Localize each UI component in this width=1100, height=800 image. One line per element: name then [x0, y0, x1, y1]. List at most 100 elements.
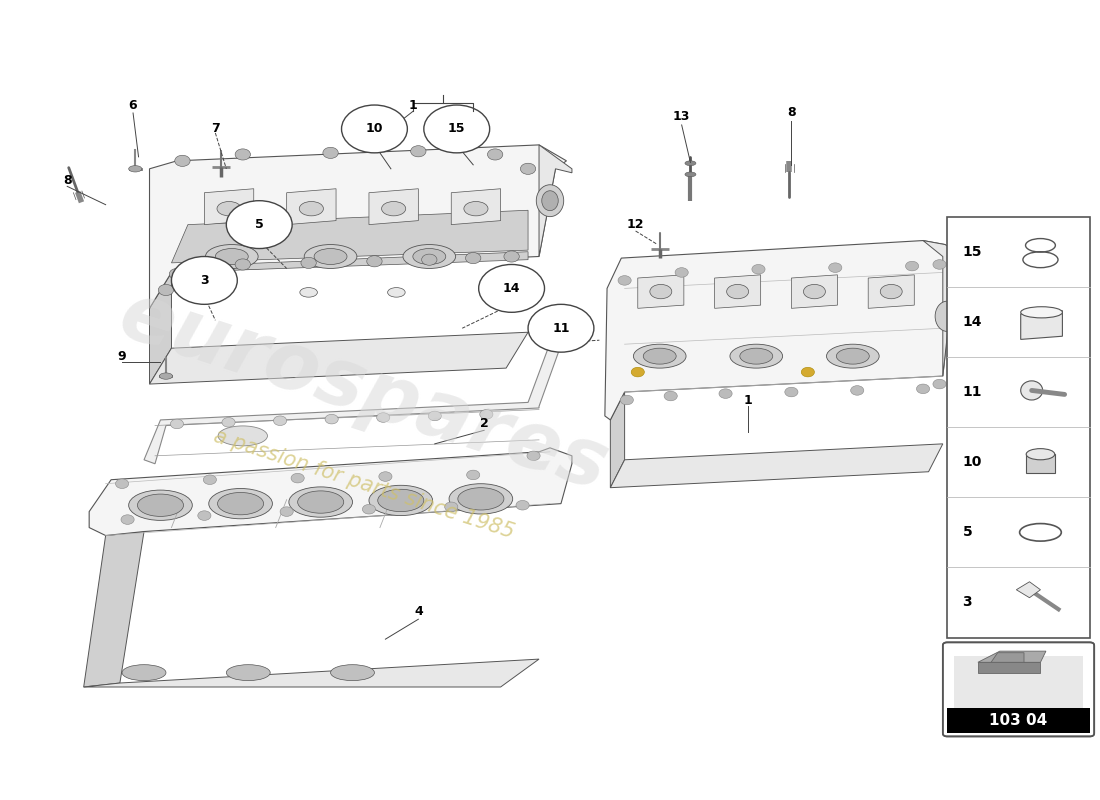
Ellipse shape: [217, 202, 241, 216]
Text: 11: 11: [962, 385, 982, 399]
Polygon shape: [610, 444, 943, 488]
Polygon shape: [89, 448, 572, 535]
Ellipse shape: [458, 488, 504, 510]
FancyBboxPatch shape: [943, 642, 1094, 737]
Ellipse shape: [206, 245, 258, 269]
Text: 5: 5: [962, 526, 972, 539]
Polygon shape: [1021, 310, 1063, 339]
Text: 103 04: 103 04: [989, 713, 1047, 728]
Ellipse shape: [315, 249, 346, 265]
Text: 12: 12: [627, 218, 645, 231]
Text: 5: 5: [255, 218, 264, 231]
Circle shape: [504, 251, 519, 262]
Circle shape: [376, 413, 389, 422]
Text: 14: 14: [503, 282, 520, 295]
Ellipse shape: [331, 665, 374, 681]
Ellipse shape: [299, 202, 323, 216]
Text: 8: 8: [63, 174, 72, 187]
Ellipse shape: [826, 344, 879, 368]
Polygon shape: [978, 662, 1041, 674]
Text: 14: 14: [962, 315, 982, 329]
Text: a passion for parts since 1985: a passion for parts since 1985: [210, 426, 516, 542]
Text: 10: 10: [962, 455, 982, 469]
Polygon shape: [172, 210, 528, 263]
Ellipse shape: [129, 166, 142, 172]
Ellipse shape: [289, 487, 352, 517]
Circle shape: [172, 257, 238, 304]
Ellipse shape: [218, 426, 267, 446]
Circle shape: [480, 410, 493, 419]
Ellipse shape: [880, 285, 902, 298]
Circle shape: [323, 147, 338, 158]
Ellipse shape: [449, 484, 513, 514]
Circle shape: [905, 262, 918, 271]
Ellipse shape: [209, 489, 273, 518]
Ellipse shape: [537, 185, 563, 217]
Circle shape: [618, 276, 631, 285]
Ellipse shape: [1026, 449, 1055, 460]
Polygon shape: [923, 241, 965, 376]
Circle shape: [520, 163, 536, 174]
Circle shape: [528, 304, 594, 352]
Circle shape: [466, 470, 480, 480]
Polygon shape: [205, 189, 254, 225]
Ellipse shape: [803, 285, 825, 298]
Circle shape: [801, 367, 814, 377]
Circle shape: [175, 155, 190, 166]
Circle shape: [301, 258, 317, 269]
Text: 13: 13: [673, 110, 691, 123]
Circle shape: [428, 411, 441, 421]
Circle shape: [933, 260, 946, 270]
Circle shape: [198, 511, 211, 520]
Circle shape: [366, 256, 382, 267]
Circle shape: [204, 475, 217, 485]
Ellipse shape: [122, 665, 166, 681]
Circle shape: [235, 149, 251, 160]
Circle shape: [341, 105, 407, 153]
Polygon shape: [610, 392, 625, 488]
Polygon shape: [638, 275, 684, 308]
Circle shape: [326, 414, 338, 424]
Circle shape: [280, 507, 294, 516]
Text: eurospares: eurospares: [109, 276, 617, 508]
Ellipse shape: [634, 344, 686, 368]
Circle shape: [916, 384, 930, 394]
Circle shape: [487, 149, 503, 160]
Ellipse shape: [1021, 381, 1043, 400]
Circle shape: [527, 451, 540, 461]
Ellipse shape: [644, 348, 676, 364]
Circle shape: [362, 505, 375, 514]
Polygon shape: [605, 241, 956, 420]
Ellipse shape: [1021, 306, 1063, 318]
Ellipse shape: [305, 245, 356, 269]
Circle shape: [675, 268, 689, 278]
Polygon shape: [978, 651, 1046, 662]
Polygon shape: [868, 275, 914, 308]
Text: 10: 10: [365, 122, 383, 135]
Text: 1: 1: [408, 98, 417, 111]
Circle shape: [620, 395, 634, 405]
Text: 8: 8: [788, 106, 795, 119]
Polygon shape: [150, 145, 566, 308]
Polygon shape: [991, 653, 1024, 662]
Ellipse shape: [368, 486, 432, 515]
Polygon shape: [287, 189, 336, 225]
Ellipse shape: [218, 493, 264, 515]
Circle shape: [170, 419, 184, 429]
Circle shape: [933, 379, 946, 389]
Polygon shape: [451, 189, 501, 225]
Bar: [954, 656, 1084, 708]
Circle shape: [421, 254, 437, 266]
Circle shape: [631, 367, 645, 377]
Circle shape: [116, 479, 129, 489]
Ellipse shape: [464, 202, 488, 216]
Text: 2: 2: [480, 418, 488, 430]
Circle shape: [478, 265, 544, 312]
Text: 11: 11: [552, 322, 570, 334]
Text: 15: 15: [962, 245, 982, 258]
Polygon shape: [144, 328, 566, 464]
Circle shape: [410, 146, 426, 157]
Ellipse shape: [227, 665, 271, 681]
Text: 6: 6: [129, 98, 138, 111]
Text: 1: 1: [744, 394, 752, 406]
